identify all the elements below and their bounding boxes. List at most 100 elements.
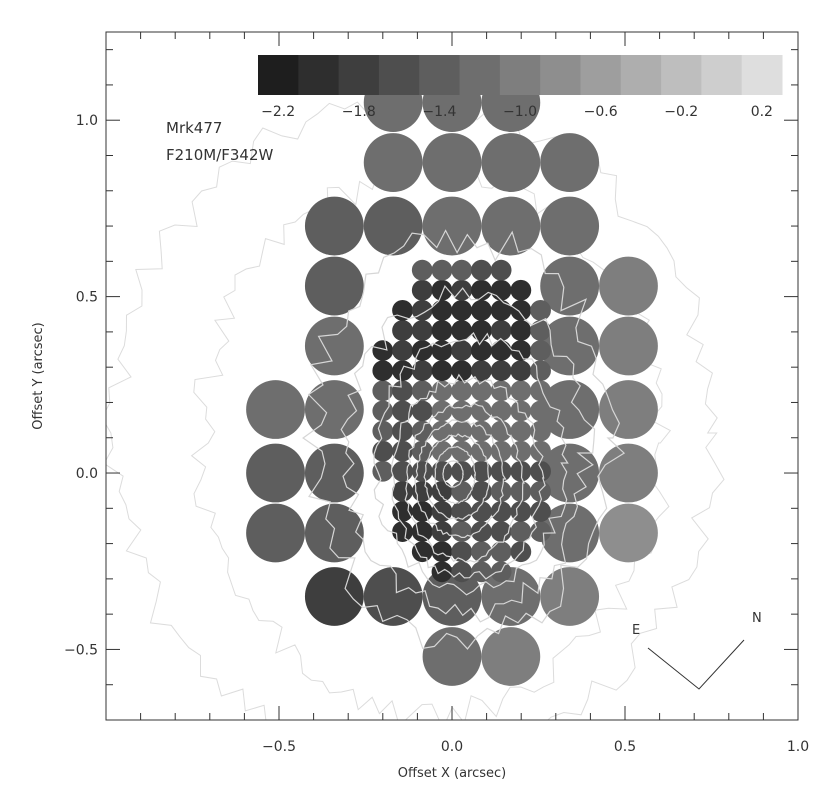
colorbar-segment <box>701 55 743 95</box>
large-aperture <box>599 380 658 439</box>
small-aperture <box>471 259 492 281</box>
small-aperture <box>471 460 492 482</box>
small-aperture <box>490 480 512 502</box>
large-aperture <box>304 316 364 376</box>
small-aperture <box>510 340 532 361</box>
large-aperture <box>599 316 658 376</box>
large-aperture <box>540 256 600 316</box>
small-aperture <box>392 501 413 522</box>
colorbar-segment <box>298 55 340 95</box>
large-aperture <box>363 567 423 626</box>
colorbar-segment <box>741 55 783 95</box>
small-aperture <box>392 360 413 382</box>
large-aperture <box>599 503 658 563</box>
colorbar-segment <box>499 55 541 95</box>
small-aperture <box>431 541 453 563</box>
large-aperture <box>540 567 600 626</box>
colorbar-segment <box>661 55 702 95</box>
large-aperture <box>599 443 658 503</box>
small-aperture <box>490 279 512 301</box>
small-aperture <box>431 440 453 462</box>
small-aperture <box>451 480 473 502</box>
large-aperture <box>540 316 600 376</box>
small-aperture <box>530 480 551 502</box>
large-aperture <box>540 503 600 563</box>
small-aperture <box>471 299 492 321</box>
small-aperture <box>431 299 453 321</box>
small-aperture <box>431 279 453 301</box>
colorbar-segment <box>540 55 581 95</box>
small-aperture <box>490 521 512 542</box>
small-aperture <box>510 460 532 482</box>
small-aperture <box>392 340 413 361</box>
large-aperture <box>304 567 364 626</box>
small-aperture <box>510 360 532 382</box>
small-aperture <box>431 360 453 382</box>
small-aperture <box>451 320 473 341</box>
x-tick-label: 0.0 <box>441 739 463 755</box>
y-tick-label: 0.5 <box>76 290 98 306</box>
small-aperture <box>411 320 433 341</box>
small-aperture <box>530 320 551 341</box>
compass-east-label: E <box>632 623 640 638</box>
small-aperture <box>431 501 453 522</box>
x-axis-label: Offset X (arcsec) <box>398 766 506 781</box>
small-aperture <box>451 400 473 422</box>
small-aperture <box>451 541 473 563</box>
tick-labels: −0.5 0.0 0.5 1.0 −0.5 0.0 0.5 1.0 <box>64 113 809 755</box>
inner-contours <box>302 229 626 650</box>
large-aperture <box>304 256 364 316</box>
small-aperture <box>530 360 551 382</box>
large-aperture <box>422 196 482 256</box>
plot-area <box>106 73 725 720</box>
small-aperture <box>451 561 473 583</box>
colorbar-segment <box>419 55 461 95</box>
small-aperture <box>530 460 551 482</box>
small-aperture <box>510 400 532 422</box>
colorbar-tick-label: −1.4 <box>422 104 456 120</box>
small-aperture <box>451 521 473 542</box>
inner-contour <box>340 284 596 623</box>
y-tick-label: −0.5 <box>64 642 98 658</box>
small-aperture <box>411 299 433 321</box>
small-aperture <box>451 440 473 462</box>
large-aperture <box>304 196 364 256</box>
small-aperture <box>372 460 394 482</box>
large-aperture <box>246 380 305 439</box>
large-aperture <box>422 627 482 686</box>
large-aperture <box>422 133 482 192</box>
small-aperture <box>471 400 492 422</box>
small-aperture <box>431 259 453 281</box>
small-aperture <box>530 340 551 361</box>
small-aperture <box>530 400 551 422</box>
colorbar-tick-label: −1.8 <box>342 104 376 120</box>
large-aperture <box>304 443 364 503</box>
large-aperture <box>363 133 423 192</box>
small-aperture <box>471 561 492 583</box>
small-aperture <box>411 541 433 563</box>
x-tick-label: 1.0 <box>787 739 809 755</box>
colorbar-tick-label: −0.6 <box>584 104 618 120</box>
filter-ratio: F210M/F342W <box>166 146 274 164</box>
colorbar-tick-label: 0.2 <box>751 104 773 120</box>
inner-contour <box>390 373 546 580</box>
inner-contour <box>302 229 626 650</box>
large-aperture <box>481 133 541 192</box>
inner-contour <box>434 445 477 505</box>
small-aperture <box>372 420 394 442</box>
small-aperture <box>431 420 453 442</box>
small-aperture <box>411 521 433 542</box>
object-name: Mrk477 <box>166 119 222 137</box>
small-aperture <box>471 340 492 361</box>
small-aperture <box>372 440 394 462</box>
y-tick-label: 1.0 <box>76 113 98 129</box>
small-aperture <box>510 380 532 402</box>
inner-contour <box>373 332 569 596</box>
inner-contour <box>404 402 525 563</box>
y-axis-label: Offset Y (arcsec) <box>31 322 46 430</box>
large-aperture <box>540 196 600 256</box>
small-aperture <box>471 521 492 542</box>
small-aperture <box>490 320 512 341</box>
large-aperture <box>481 627 541 686</box>
small-aperture <box>510 299 532 321</box>
